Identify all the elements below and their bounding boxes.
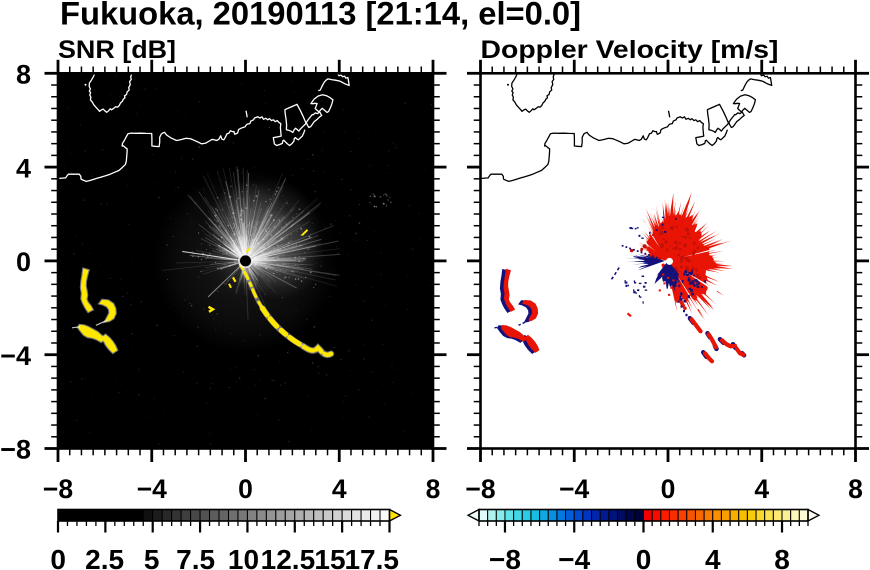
svg-text:2.5: 2.5 [85,544,124,570]
svg-text:17.5: 17.5 [344,544,399,570]
svg-text:−4: −4 [137,474,167,504]
svg-text:Doppler Velocity [m/s]: Doppler Velocity [m/s] [481,36,779,64]
svg-text:8: 8 [426,474,441,504]
svg-text:4: 4 [332,474,347,504]
svg-text:−8: −8 [489,544,521,570]
svg-text:8: 8 [16,60,31,90]
svg-text:12.5: 12.5 [261,544,316,570]
svg-text:0: 0 [50,544,66,570]
svg-text:0: 0 [661,474,676,504]
svg-text:4: 4 [754,474,769,504]
svg-text:−4: −4 [558,544,590,570]
svg-text:−8: −8 [0,435,31,465]
svg-text:0: 0 [238,474,253,504]
svg-text:7.5: 7.5 [176,544,215,570]
svg-text:4: 4 [705,544,721,570]
svg-text:0: 0 [636,544,652,570]
svg-text:−8: −8 [43,474,73,504]
svg-text:8: 8 [848,474,863,504]
svg-text:4: 4 [16,153,31,183]
svg-text:−4: −4 [559,474,589,504]
svg-text:−8: −8 [465,474,495,504]
svg-text:5: 5 [144,544,160,570]
svg-text:10: 10 [228,544,259,570]
svg-text:8: 8 [774,544,790,570]
svg-text:0: 0 [16,247,31,277]
svg-text:15: 15 [314,544,345,570]
svg-text:−4: −4 [0,341,31,371]
svg-text:Fukuoka, 20190113 [21:14, el=0: Fukuoka, 20190113 [21:14, el=0.0] [60,0,581,32]
svg-text:SNR [dB]: SNR [dB] [58,36,176,64]
